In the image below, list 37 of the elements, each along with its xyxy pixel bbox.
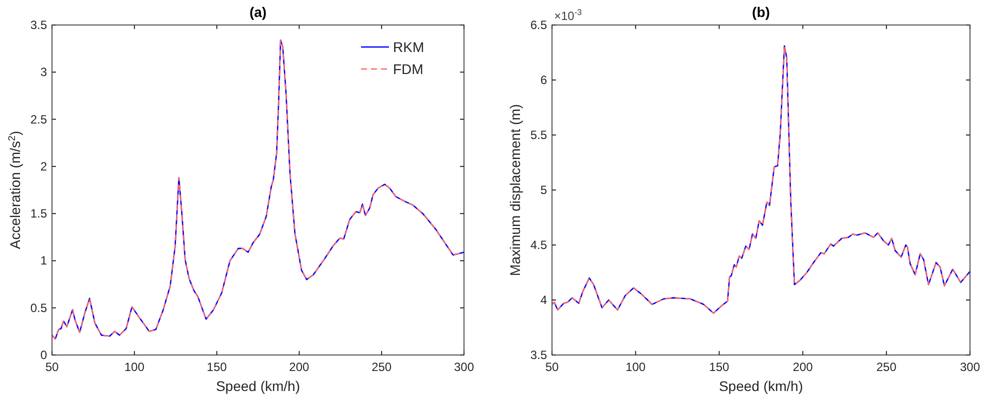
legend-label: RKM bbox=[393, 39, 424, 55]
x-tick-label: 300 bbox=[454, 360, 474, 374]
chart-title: (b) bbox=[752, 4, 770, 20]
y-axis-title: Maximum displacement (m) bbox=[507, 104, 523, 276]
x-tick-label: 100 bbox=[626, 360, 646, 374]
x-tick-label: 300 bbox=[960, 360, 980, 374]
y-tick-label: 5.5 bbox=[530, 128, 548, 142]
line-series bbox=[551, 45, 971, 314]
y-tick-label: 2.5 bbox=[30, 112, 48, 126]
y-tick-label: 1.5 bbox=[30, 206, 48, 221]
y-tick-label: 3.5 bbox=[30, 18, 48, 32]
x-tick-label: 150 bbox=[206, 360, 228, 374]
text: ×10$^{-3}$ bbox=[554, 7, 582, 23]
y-tick-label: 3 bbox=[40, 65, 48, 80]
y-tick-label: 6.5 bbox=[530, 18, 548, 32]
y-tick-label: 2 bbox=[40, 159, 48, 174]
y-tick-label: 3.5 bbox=[530, 348, 548, 362]
x-tick-label: 250 bbox=[372, 360, 392, 374]
x-tick-label: 50 bbox=[545, 360, 559, 374]
y-tick-label: 5 bbox=[540, 183, 548, 197]
legend-label: FDM bbox=[393, 61, 424, 77]
y-tick-label: 0.5 bbox=[30, 300, 48, 315]
chart-title: (a) bbox=[249, 4, 267, 20]
x-tick-label: 150 bbox=[709, 360, 730, 374]
y-tick-label: 0 bbox=[40, 348, 48, 362]
x-tick-label: 200 bbox=[792, 360, 814, 374]
x-axis-title: Speed (km/h) bbox=[216, 378, 300, 394]
x-tick-label: 50 bbox=[45, 360, 59, 374]
x-tick-label: 250 bbox=[876, 360, 897, 374]
x-tick-label: 200 bbox=[289, 360, 310, 374]
y-tick-label: 4 bbox=[540, 293, 548, 307]
y-tick-label: 6 bbox=[540, 73, 548, 87]
y-tick-label: 1 bbox=[40, 254, 48, 268]
x-axis-title: Speed (km/h) bbox=[718, 378, 804, 394]
x-tick-label: 100 bbox=[124, 360, 145, 374]
line-series bbox=[51, 39, 465, 340]
y-tick-label: 4.5 bbox=[530, 238, 548, 252]
